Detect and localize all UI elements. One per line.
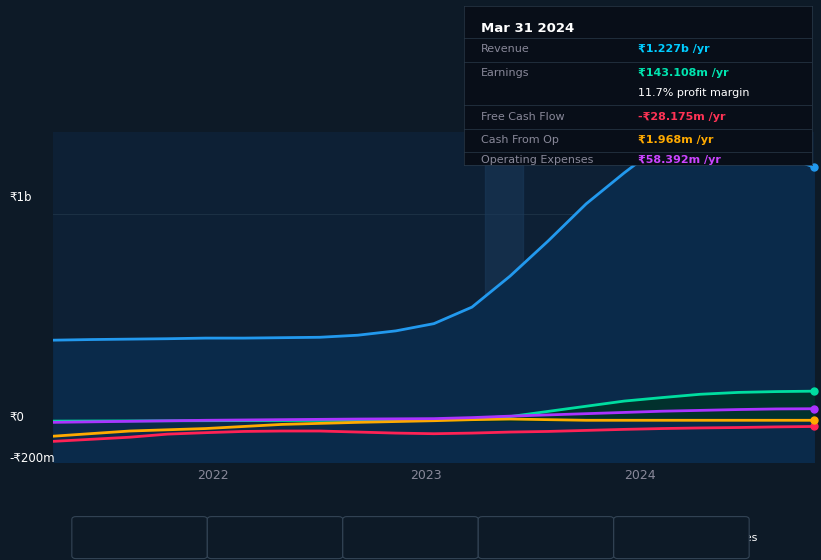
Text: ₹1.968m /yr: ₹1.968m /yr [638, 134, 713, 144]
Text: Operating Expenses: Operating Expenses [645, 533, 757, 543]
Text: ₹143.108m /yr: ₹143.108m /yr [638, 68, 728, 78]
Text: Mar 31 2024: Mar 31 2024 [481, 22, 575, 35]
Text: Revenue: Revenue [481, 44, 530, 54]
Text: ●: ● [493, 533, 502, 543]
Text: ₹0: ₹0 [10, 411, 25, 424]
Text: ₹1.227b /yr: ₹1.227b /yr [638, 44, 709, 54]
Text: Revenue: Revenue [103, 533, 152, 543]
Text: Earnings: Earnings [481, 68, 530, 78]
Text: Earnings: Earnings [238, 533, 287, 543]
Text: ₹58.392m /yr: ₹58.392m /yr [638, 156, 721, 165]
Text: ●: ● [357, 533, 366, 543]
Text: Operating Expenses: Operating Expenses [481, 156, 594, 165]
Bar [485, 132, 523, 462]
Text: -₹200m: -₹200m [10, 452, 56, 465]
Text: -₹28.175m /yr: -₹28.175m /yr [638, 113, 726, 122]
Text: Free Cash Flow: Free Cash Flow [374, 533, 457, 543]
Text: ●: ● [628, 533, 637, 543]
Text: Cash From Op: Cash From Op [509, 533, 587, 543]
Text: Free Cash Flow: Free Cash Flow [481, 113, 565, 122]
Text: ●: ● [86, 533, 95, 543]
Text: 11.7% profit margin: 11.7% profit margin [638, 88, 750, 99]
Text: ●: ● [222, 533, 231, 543]
Text: Cash From Op: Cash From Op [481, 134, 559, 144]
Text: ₹1b: ₹1b [10, 191, 32, 204]
